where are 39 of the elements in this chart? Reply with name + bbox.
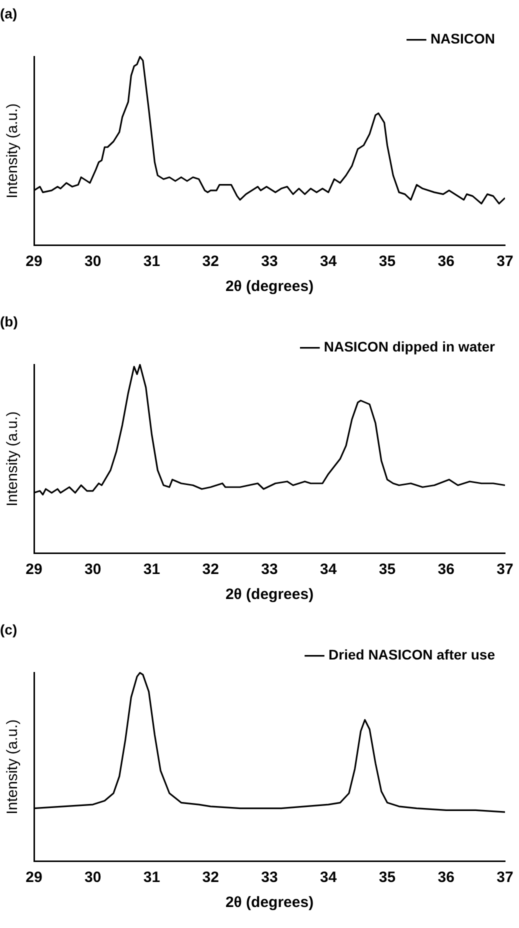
x-tick-label: 31 (143, 869, 160, 886)
legend-label: Dried NASICON after use (328, 646, 496, 663)
x-tick-label: 37 (496, 561, 514, 578)
x-tick-label: 36 (438, 253, 454, 270)
x-tick-label: 36 (438, 869, 454, 886)
x-tick-label: 34 (320, 561, 338, 578)
x-tick-label: 32 (202, 869, 219, 886)
x-axis-title: 2θ (degrees) (225, 278, 314, 296)
x-tick-label: 34 (320, 253, 338, 270)
chart-title: (b) (0, 313, 18, 330)
x-tick-label: 35 (378, 253, 396, 270)
x-tick-label: 30 (84, 869, 102, 886)
x-tick-label: 32 (202, 253, 219, 270)
x-axis-title: 2θ (degrees) (225, 894, 314, 912)
x-tick-label: 32 (202, 561, 219, 578)
x-tick-label: 30 (84, 561, 102, 578)
legend-label: NASICON dipped in water (324, 338, 496, 355)
x-axis-title: 2θ (degrees) (225, 586, 314, 604)
x-tick-label: 33 (261, 253, 278, 270)
chart-title: (a) (0, 5, 18, 22)
x-tick-label: 33 (261, 869, 278, 886)
x-tick-label: 29 (26, 253, 42, 270)
legend-label: NASICON (430, 30, 496, 47)
x-tick-label: 36 (438, 561, 454, 578)
x-tick-label: 35 (378, 561, 396, 578)
y-axis-title: Intensity (a.u.) (4, 719, 22, 814)
y-axis-title: Intensity (a.u.) (4, 103, 22, 198)
y-axis-title: Intensity (a.u.) (4, 411, 22, 506)
x-tick-label: 29 (26, 561, 42, 578)
x-tick-label: 37 (496, 869, 514, 886)
x-tick-label: 33 (261, 561, 278, 578)
x-tick-label: 30 (84, 253, 102, 270)
chart-title: (c) (0, 621, 18, 638)
x-tick-label: 37 (496, 253, 514, 270)
x-tick-label: 29 (26, 869, 42, 886)
x-tick-label: 34 (320, 869, 338, 886)
x-tick-label: 31 (143, 253, 160, 270)
x-tick-label: 31 (143, 561, 160, 578)
x-tick-label: 35 (378, 869, 396, 886)
